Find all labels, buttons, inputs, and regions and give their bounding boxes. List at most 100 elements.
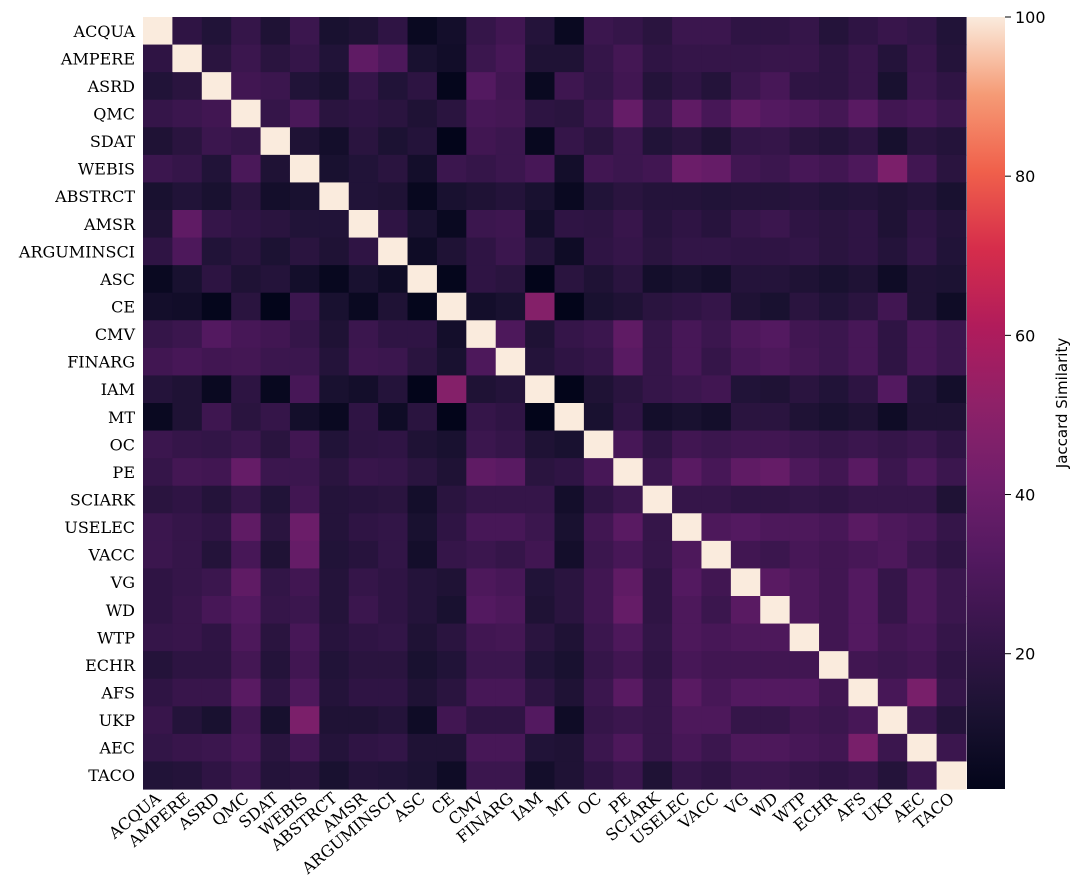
- heatmap-cell-vg-asc: [407, 568, 438, 597]
- heatmap-cell-vacc-pe: [613, 540, 644, 570]
- heatmap-cell-aec-aec: [907, 733, 938, 763]
- heatmap-cell-abstrct-sdat: [260, 182, 291, 211]
- heatmap-cell-ukp-aec: [907, 706, 938, 735]
- heatmap-cell-echr-uselec: [672, 651, 703, 680]
- heatmap-cell-qmc-mt: [554, 99, 585, 128]
- heatmap-cell-acqua-echr: [819, 17, 850, 46]
- heatmap-cell-finarg-uselec: [672, 347, 703, 377]
- heatmap-cell-wtp-vg: [730, 623, 761, 652]
- heatmap-cell-wtp-sdat: [260, 623, 291, 652]
- y-tick-label-wd: WD: [106, 601, 135, 620]
- heatmap-cell-wd-iam: [525, 596, 556, 625]
- y-tick-label-cmv: CMV: [95, 325, 136, 344]
- heatmap-cell-taco-wd: [760, 761, 791, 790]
- y-tick-label-asrd: ASRD: [87, 77, 135, 96]
- heatmap-cell-arguminsci-iam: [525, 237, 556, 266]
- heatmap-cell-iam-ukp: [877, 375, 908, 404]
- heatmap-cell-pe-sdat: [260, 458, 291, 487]
- heatmap-cell-ce-aec: [907, 292, 938, 321]
- heatmap-cell-oc-asrd: [201, 430, 232, 459]
- heatmap-cell-pe-vacc: [701, 458, 732, 487]
- heatmap-cell-vg-ce: [436, 568, 467, 597]
- heatmap-cell-aec-afs: [848, 733, 879, 763]
- heatmap-cell-ampere-cmv: [466, 44, 497, 73]
- heatmap-cell-mt-oc: [583, 403, 614, 432]
- heatmap-cell-ampere-echr: [819, 44, 850, 73]
- heatmap-cell-oc-vacc: [701, 430, 732, 459]
- heatmap-cell-qmc-arguminsci: [378, 99, 409, 128]
- heatmap-cell-cmv-vacc: [701, 320, 732, 349]
- colorbar-tick-label-100: 100: [1015, 8, 1046, 27]
- heatmap-cell-sciark-asrd: [201, 485, 232, 514]
- heatmap-cell-cmv-acqua: [143, 320, 173, 349]
- heatmap-cell-asrd-acqua: [143, 72, 173, 101]
- heatmap-cell-amsr-ce: [436, 210, 467, 239]
- heatmap-cell-webis-abstrct: [319, 154, 350, 184]
- heatmap-cell-amsr-ampere: [172, 210, 203, 239]
- heatmap-cell-ukp-finarg: [495, 706, 526, 735]
- heatmap-cell-uselec-sciark: [642, 513, 673, 542]
- heatmap-cell-mt-acqua: [143, 403, 173, 432]
- heatmap-cell-oc-ampere: [172, 430, 203, 459]
- heatmap-cell-aec-ukp: [877, 733, 908, 763]
- heatmap-cell-webis-afs: [848, 154, 879, 184]
- heatmap-cell-ce-ukp: [877, 292, 908, 321]
- heatmap-cell-sdat-wtp: [789, 127, 820, 156]
- y-tick-label-sciark: SCIARK: [70, 491, 136, 510]
- heatmap-cell-vg-cmv: [466, 568, 497, 597]
- heatmap-cell-qmc-echr: [819, 99, 850, 128]
- heatmap-cell-arguminsci-pe: [613, 237, 644, 266]
- heatmap-cell-qmc-amsr: [348, 99, 379, 128]
- heatmap-cell-ukp-wd: [760, 706, 791, 735]
- heatmap-cell-vg-wtp: [789, 568, 820, 597]
- heatmap-cell-oc-afs: [848, 430, 879, 459]
- x-tick-label-mt: MT: [543, 788, 576, 820]
- heatmap-cell-amsr-pe: [613, 210, 644, 239]
- heatmap-cell-sciark-qmc: [231, 485, 262, 514]
- heatmap-cell-acqua-oc: [583, 17, 614, 46]
- heatmap-cell-asrd-ce: [436, 72, 467, 101]
- heatmap-cell-webis-sciark: [642, 154, 673, 184]
- heatmap-cell-uselec-vacc: [701, 513, 732, 542]
- heatmap-cell-iam-uselec: [672, 375, 703, 404]
- heatmap-cell-finarg-ampere: [172, 347, 203, 377]
- heatmap-cell-asrd-vg: [730, 72, 761, 101]
- heatmap-cell-qmc-vg: [730, 99, 761, 128]
- heatmap-cell-asc-asc: [407, 265, 438, 294]
- heatmap-cell-qmc-wtp: [789, 99, 820, 128]
- heatmap-cell-acqua-cmv: [466, 17, 497, 46]
- heatmap-cell-sciark-sdat: [260, 485, 291, 514]
- heatmap-cell-echr-finarg: [495, 651, 526, 680]
- heatmap-cell-finarg-vacc: [701, 347, 732, 377]
- heatmap-cell-vg-taco: [936, 568, 967, 597]
- heatmap-cell-ukp-qmc: [231, 706, 262, 735]
- heatmap-cell-amsr-acqua: [143, 210, 173, 239]
- heatmap-cell-wtp-asrd: [201, 623, 232, 652]
- heatmap-cell-arguminsci-acqua: [143, 237, 173, 266]
- y-tick-label-amsr: AMSR: [83, 215, 136, 234]
- heatmap-cell-webis-vg: [730, 154, 761, 184]
- heatmap-cell-sdat-ukp: [877, 127, 908, 156]
- heatmap-cell-asc-amsr: [348, 265, 379, 294]
- heatmap-cell-asrd-abstrct: [319, 72, 350, 101]
- colorbar-label: Jaccard Similarity: [1053, 338, 1071, 470]
- y-tick-label-uselec: USELEC: [64, 518, 135, 537]
- heatmap-cell-acqua-ampere: [172, 17, 203, 46]
- heatmap-cell-mt-vacc: [701, 403, 732, 432]
- heatmap-cell-arguminsci-wtp: [789, 237, 820, 266]
- heatmap-cell-vacc-wd: [760, 540, 791, 570]
- heatmap-cell-sciark-ce: [436, 485, 467, 514]
- heatmap-cell-ukp-ce: [436, 706, 467, 735]
- heatmap-cell-vg-sciark: [642, 568, 673, 597]
- heatmap-cell-asrd-echr: [819, 72, 850, 101]
- heatmap-cell-vacc-iam: [525, 540, 556, 570]
- heatmap-cell-abstrct-iam: [525, 182, 556, 211]
- heatmap-cell-pe-amsr: [348, 458, 379, 487]
- heatmap-cell-pe-wtp: [789, 458, 820, 487]
- heatmap-cell-vg-vg: [730, 568, 761, 597]
- y-tick-label-vacc: VACC: [87, 546, 135, 565]
- heatmap-cell-taco-vg: [730, 761, 761, 790]
- heatmap-cell-asrd-iam: [525, 72, 556, 101]
- heatmap-cell-uselec-amsr: [348, 513, 379, 542]
